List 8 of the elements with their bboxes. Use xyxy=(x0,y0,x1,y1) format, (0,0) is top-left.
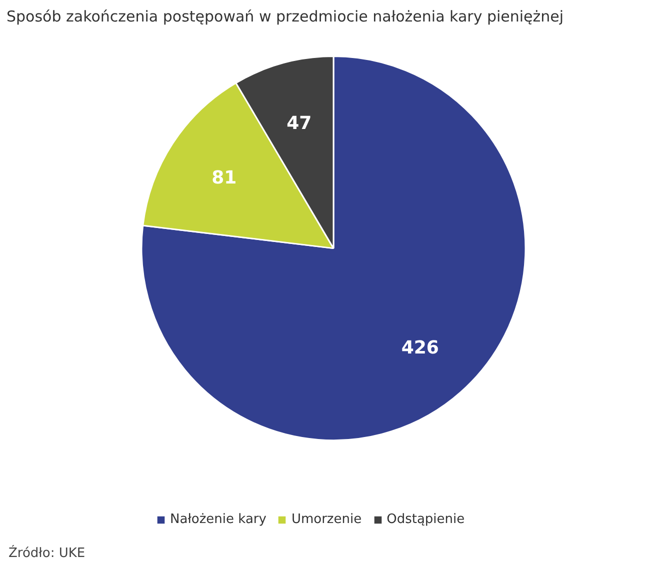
text: Źródło: UKE xyxy=(8,544,86,561)
legend-label: Nałożenie kary xyxy=(170,512,266,527)
data-label: 426 xyxy=(401,337,439,358)
chart-title: Sposób zakończenia postępowań w przedmiocie nałożenia kary pieniężnej xyxy=(6,8,564,26)
data-label: 47 xyxy=(286,112,312,134)
data-label: 81 xyxy=(212,168,237,189)
legend-label: Odstąpienie xyxy=(386,512,465,527)
legend-label: Umorzenie xyxy=(291,512,362,527)
